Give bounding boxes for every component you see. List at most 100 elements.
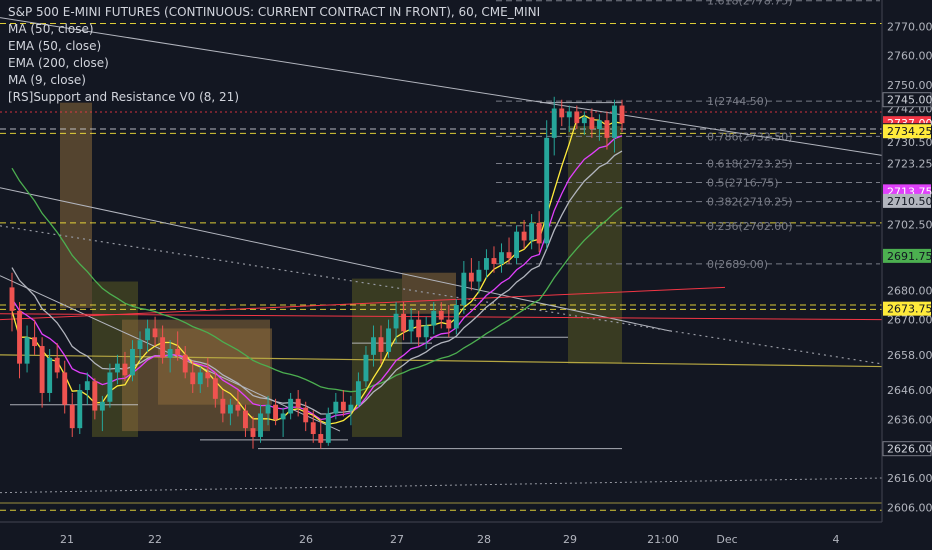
time-tick-label: Dec [716, 533, 737, 546]
fib-level-label: 0.382(2710.25) [707, 196, 793, 209]
candle [197, 366, 203, 393]
candle-body [288, 398, 294, 414]
fib-level-label: 0.236(2702.00) [707, 220, 793, 233]
candle-body [273, 404, 279, 420]
candle-body [318, 434, 324, 443]
candle [310, 410, 316, 443]
candle-body [220, 398, 226, 414]
price-tick-label: 2680.00 [887, 284, 932, 297]
price-tick-label: 2606.00 [887, 501, 932, 514]
candle [340, 390, 346, 417]
candle [17, 302, 22, 379]
candle-body [596, 120, 602, 130]
candle-body [371, 337, 376, 355]
price-tick-label: 2670.00 [887, 314, 932, 327]
price-label: 2734.25 [887, 125, 932, 138]
candle [536, 211, 542, 253]
fib-level-label: 0.5(2716.75) [707, 177, 779, 190]
price-tick-label: 2636.00 [887, 413, 932, 426]
candle-body [333, 401, 339, 414]
time-tick-label: 26 [299, 533, 313, 546]
candle [544, 120, 550, 250]
fib-level-label: 0.618(2723.25) [707, 157, 793, 170]
candle-body [514, 231, 520, 259]
candle [32, 319, 38, 355]
candle-body [438, 310, 444, 320]
candle [175, 331, 181, 361]
candle-body [47, 357, 53, 393]
candle [431, 302, 437, 335]
ma9-line [11, 114, 623, 425]
candle-body [506, 252, 512, 259]
candle-body [303, 407, 309, 423]
candle [220, 390, 226, 423]
sr-box [568, 126, 622, 364]
trendline [0, 354, 883, 368]
candle-body [107, 372, 113, 402]
price-label: 2626.00 [887, 443, 932, 456]
candle [273, 398, 279, 426]
fib-level-label: 1.618(2778.75) [707, 0, 793, 8]
price-label-box [882, 441, 932, 457]
time-tick-label: 21 [60, 533, 74, 546]
candle-body [152, 328, 158, 338]
sr-box [60, 102, 92, 308]
fib-level-label: 0(2689.00) [707, 258, 768, 271]
candle-body [295, 398, 301, 408]
candle-body [190, 372, 196, 385]
candle-body [604, 120, 610, 138]
candle-body [145, 328, 151, 341]
candle [62, 360, 68, 414]
price-tick-label: 2616.00 [887, 472, 932, 485]
candle-body [265, 404, 271, 414]
candle-body [280, 413, 286, 420]
candle-body [325, 413, 331, 443]
trendline [0, 187, 673, 332]
candle [212, 372, 218, 408]
time-tick-label: 28 [477, 533, 491, 546]
price-label-box [883, 124, 931, 139]
candle-body [355, 381, 361, 405]
price-tick-label: 2760.00 [887, 50, 932, 63]
candle [363, 346, 369, 388]
candle-body [386, 328, 391, 352]
candle [559, 99, 565, 127]
candle-body [310, 422, 316, 435]
candle-body [401, 313, 407, 332]
candle-body [468, 272, 474, 282]
price-tick-label: 2723.25 [887, 157, 932, 170]
candle [77, 384, 83, 435]
candle [265, 395, 271, 426]
candle-body [612, 105, 617, 138]
candle-body [499, 252, 504, 264]
candle [371, 325, 376, 367]
candle-body [92, 381, 98, 411]
fib-level-label: 1(2744.50) [707, 95, 768, 108]
candle-body [529, 222, 535, 241]
candle [258, 404, 263, 443]
price-tick-label: 2770.00 [887, 20, 932, 33]
candle [152, 316, 158, 347]
candle [491, 246, 497, 273]
candle [24, 325, 30, 373]
candle-body [491, 258, 497, 264]
candle [461, 261, 467, 314]
candle-body [114, 363, 120, 373]
candle [612, 99, 617, 153]
candle-body [348, 404, 354, 411]
price-label-box [883, 248, 931, 263]
candle [514, 225, 520, 264]
candle-body [175, 348, 181, 355]
candle-body [137, 340, 143, 349]
ema50-line [11, 135, 623, 421]
price-label: 2673.75 [887, 303, 932, 316]
candle-body [393, 313, 399, 329]
candle [190, 360, 196, 393]
candle [160, 325, 166, 364]
candle [280, 407, 286, 437]
time-tick-label: 27 [390, 533, 404, 546]
candle [205, 357, 211, 388]
candle-body [431, 310, 437, 326]
